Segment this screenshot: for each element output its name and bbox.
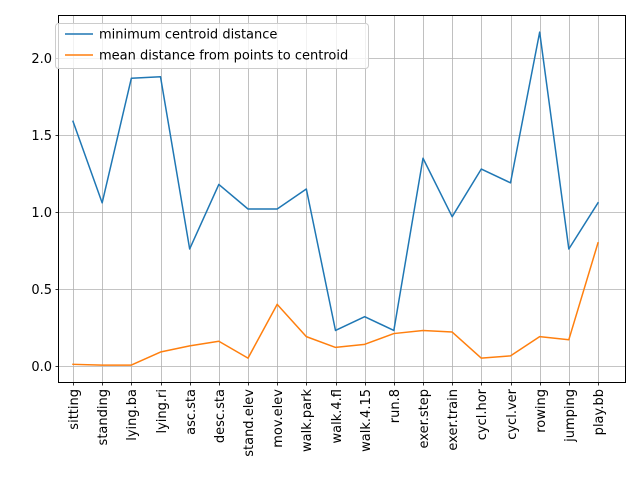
legend-label-minimum-centroid-distance: minimum centroid distance	[99, 28, 277, 43]
x-tick-label-exer-step: exer.step	[417, 389, 432, 448]
x-tick-label-lying-ba: lying.ba	[125, 389, 140, 441]
x-tick-label-desc-sta: desc.sta	[213, 389, 228, 443]
legend-box	[55, 23, 369, 69]
x-tick-label-sitting: sitting	[67, 389, 82, 430]
x-tick-label-cycl-hor: cycl.hor	[475, 388, 490, 440]
plot-frame	[58, 15, 626, 383]
x-tick-label-lying-ri: lying.ri	[155, 389, 170, 434]
x-tick-label-play-bb: play.bb	[592, 389, 607, 435]
x-tick-label-standing: standing	[96, 389, 111, 445]
x-tick-label-walk-park: walk.park	[300, 389, 315, 452]
y-tick-label-2: 1.0	[31, 206, 52, 221]
y-tick-label-4: 2.0	[31, 52, 52, 67]
y-axis: 0.0 0.5 1.0 1.5 2.0	[31, 52, 59, 375]
series-lines	[72, 31, 600, 366]
x-tick-label-cycl-ver: cycl.ver	[505, 388, 520, 439]
legend: minimum centroid distance mean distance …	[55, 23, 369, 69]
x-tick-label-rowing: rowing	[534, 389, 549, 433]
x-tick-label-mov-elev: mov.elev	[271, 389, 286, 448]
legend-label-mean-distance: mean distance from points to centroid	[99, 49, 348, 64]
series-line-mean-distance-from-points-to-centroid	[72, 241, 599, 366]
series-line-minimum-centroid-distance	[72, 31, 600, 332]
x-tick-label-asc-sta: asc.sta	[184, 389, 199, 435]
x-tick-label-run-8: run.8	[388, 389, 403, 423]
x-tick-label-walk-4-fl: walk.4.fl	[330, 389, 345, 443]
x-axis: sitting standing lying.ba lying.ri asc.sta de…	[67, 382, 607, 457]
x-tick-label-jumping: jumping	[563, 389, 578, 443]
y-tick-label-0: 0.0	[31, 360, 52, 375]
y-tick-label-3: 1.5	[31, 129, 52, 144]
y-tick-label-1: 0.5	[31, 283, 52, 298]
x-tick-label-walk-4-15: walk.4.15	[359, 389, 374, 452]
x-tick-label-exer-train: exer.train	[446, 389, 461, 451]
x-tick-label-stand-elev: stand.elev	[242, 389, 257, 457]
